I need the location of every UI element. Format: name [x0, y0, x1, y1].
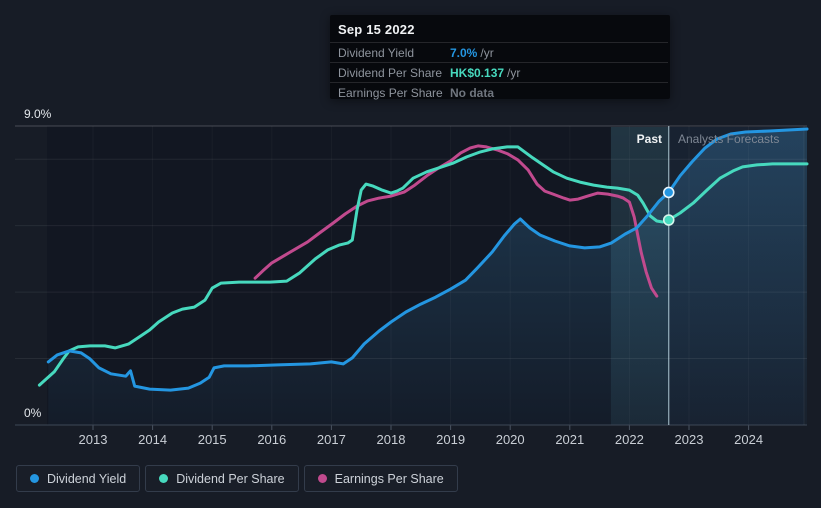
tooltip-value: HK$0.137: [450, 65, 505, 80]
dividend-yield-dot-icon: [30, 474, 39, 483]
legend: Dividend Yield Dividend Per Share Earnin…: [16, 465, 458, 492]
x-axis-label-2019: 2019: [436, 432, 466, 447]
tooltip-unit: /yr: [507, 65, 521, 80]
forecast-zone-label: Analysts Forecasts: [678, 132, 780, 146]
dividend-yield-marker[interactable]: [662, 186, 675, 199]
legend-label: Dividend Yield: [47, 471, 127, 486]
x-axis-label-2017: 2017: [316, 432, 346, 447]
x-axis-label-2020: 2020: [495, 432, 525, 447]
chart-tooltip: Sep 15 2022 Dividend Yield 7.0% /yr Divi…: [330, 15, 670, 102]
tooltip-row-dividend-yield: Dividend Yield 7.0% /yr: [330, 42, 668, 62]
tooltip-label: Dividend Per Share: [338, 65, 443, 80]
tooltip-row-earnings-per-share: Earnings Per Share No data: [330, 82, 668, 102]
legend-item-dividend-yield[interactable]: Dividend Yield: [16, 465, 141, 492]
tooltip-row-dividend-per-share: Dividend Per Share HK$0.137 /yr: [330, 62, 668, 82]
legend-label: Earnings Per Share: [334, 471, 444, 486]
past-zone-band: [610, 127, 669, 425]
y-axis-max-label: 9.0%: [24, 107, 52, 121]
tooltip-value: 7.0%: [450, 45, 478, 60]
y-axis-min-label: 0%: [24, 406, 42, 420]
dividend-per-share-dot-icon: [159, 474, 169, 483]
dividend-per-share-marker[interactable]: [662, 214, 675, 226]
forecast-zone-band: [668, 127, 804, 425]
tooltip-value: No data: [450, 85, 495, 100]
x-axis-label-2022: 2022: [614, 432, 644, 447]
x-axis-label-2023: 2023: [674, 432, 704, 447]
x-axis-label-2018: 2018: [376, 432, 406, 447]
x-axis-label-2014: 2014: [138, 432, 168, 447]
x-axis-label-2016: 2016: [257, 432, 287, 447]
tooltip-label: Dividend Yield: [338, 45, 415, 60]
past-zone-label: Past: [636, 132, 662, 146]
x-axis-label-2013: 2013: [78, 432, 108, 447]
legend-item-earnings-per-share[interactable]: Earnings Per Share: [303, 465, 458, 492]
x-axis-label-2015: 2015: [197, 432, 227, 447]
dividend-yield-line: [46, 127, 809, 392]
earnings-per-share-dot-icon: [317, 474, 327, 483]
dividend-per-share-line: [37, 145, 809, 387]
x-axis-label-2024: 2024: [734, 432, 764, 447]
legend-label: Dividend Per Share: [176, 471, 285, 486]
tooltip-label: Earnings Per Share: [338, 85, 443, 100]
tooltip-date: Sep 15 2022: [338, 22, 415, 37]
tooltip-unit: /yr: [480, 45, 494, 60]
x-axis-label-2021: 2021: [555, 432, 585, 447]
legend-item-dividend-per-share[interactable]: Dividend Per Share: [145, 465, 299, 492]
